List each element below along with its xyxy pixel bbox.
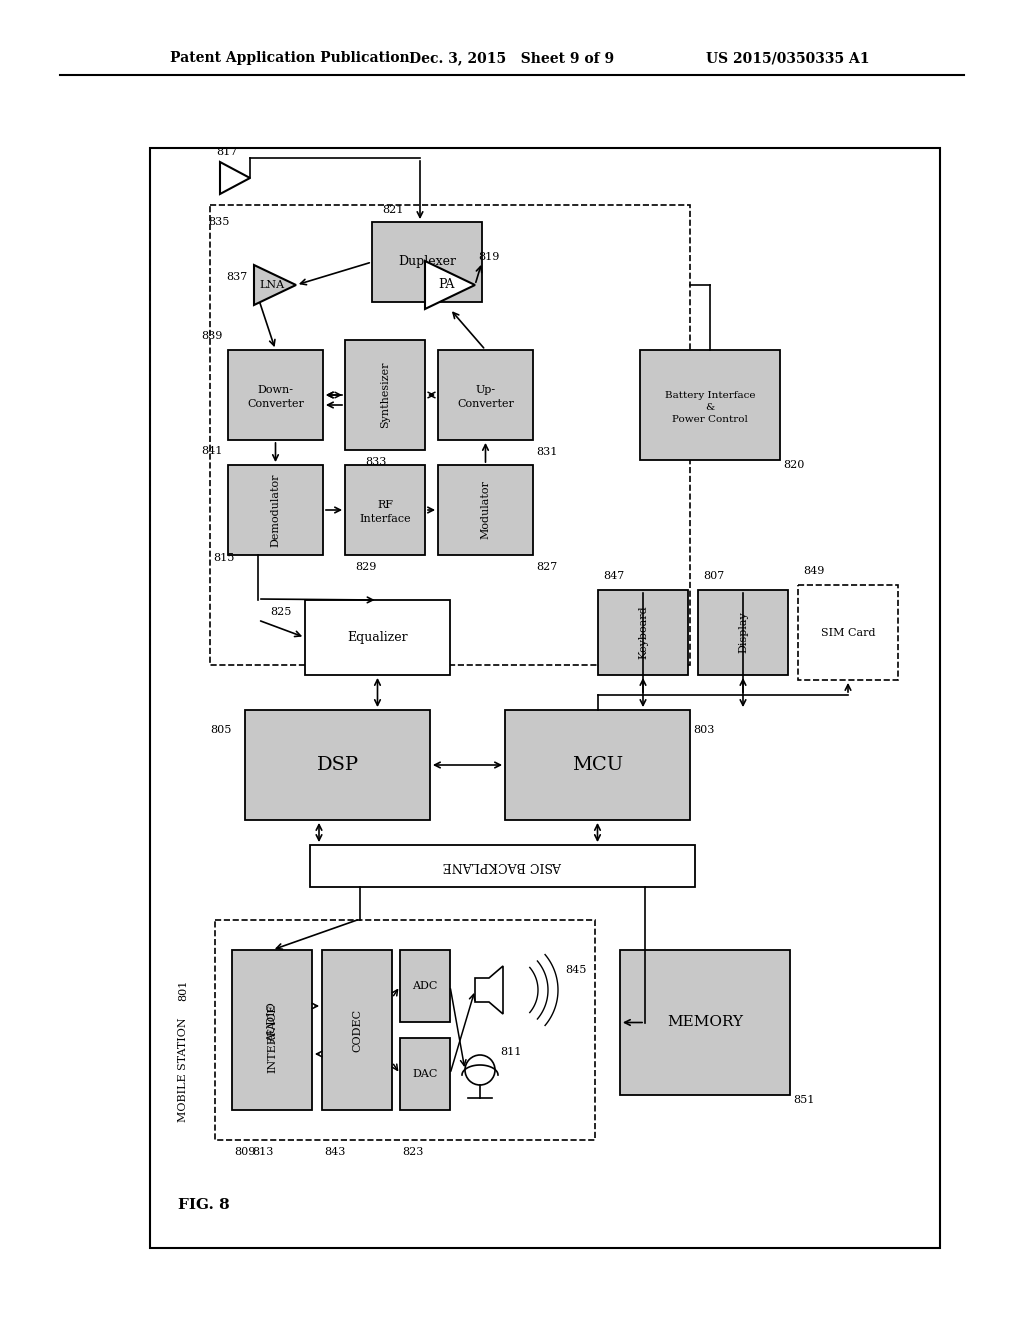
Bar [345, 465, 425, 554]
Text: ADC: ADC [413, 981, 437, 991]
Bar [228, 350, 323, 440]
Text: 847: 847 [603, 572, 625, 581]
Text: 805: 805 [210, 725, 231, 735]
Text: Keyboard: Keyboard [638, 606, 648, 659]
Text: Interface: Interface [359, 513, 411, 524]
Text: 837: 837 [226, 272, 247, 282]
Text: 827: 827 [536, 562, 557, 572]
Bar [232, 950, 312, 1110]
Text: 817: 817 [216, 147, 238, 157]
Text: 801: 801 [178, 979, 188, 1001]
Text: Duplexer: Duplexer [398, 256, 456, 268]
Text: SIM Card: SIM Card [821, 627, 876, 638]
Bar [150, 148, 940, 1247]
Bar [345, 341, 425, 450]
Text: DAC: DAC [413, 1069, 437, 1078]
Text: MEMORY: MEMORY [667, 1015, 743, 1030]
Bar [640, 350, 780, 459]
Text: 849: 849 [803, 566, 824, 576]
Polygon shape [254, 265, 296, 305]
Bar [438, 350, 534, 440]
Text: 851: 851 [793, 1096, 814, 1105]
Text: 845: 845 [565, 965, 587, 975]
Text: ASIC BACKPLANE: ASIC BACKPLANE [442, 859, 562, 873]
Text: 819: 819 [478, 252, 500, 261]
Bar [438, 465, 534, 554]
Bar [305, 601, 450, 675]
Text: Battery Interface: Battery Interface [665, 391, 756, 400]
Text: Dec. 3, 2015   Sheet 9 of 9: Dec. 3, 2015 Sheet 9 of 9 [410, 51, 614, 65]
Text: DSP: DSP [316, 756, 358, 774]
Text: 843: 843 [324, 1147, 345, 1158]
Text: Equalizer: Equalizer [347, 631, 408, 644]
Text: 803: 803 [693, 725, 715, 735]
Text: 813: 813 [252, 1147, 273, 1158]
Bar [598, 590, 688, 675]
Text: Modulator: Modulator [480, 480, 490, 540]
Text: 807: 807 [703, 572, 724, 581]
Polygon shape [425, 261, 475, 309]
Bar [620, 950, 790, 1096]
Bar [310, 845, 695, 887]
Text: 821: 821 [382, 205, 403, 215]
Text: Converter: Converter [457, 399, 514, 409]
Bar [210, 205, 690, 665]
Bar [322, 950, 392, 1110]
Bar [372, 222, 482, 302]
Text: Patent Application Publication: Patent Application Publication [170, 51, 410, 65]
Text: &: & [706, 403, 715, 412]
Text: INTERFACE: INTERFACE [267, 1003, 278, 1073]
Text: 835: 835 [208, 216, 229, 227]
Text: 829: 829 [355, 562, 377, 572]
Bar [245, 710, 430, 820]
Text: Up-: Up- [475, 385, 496, 395]
Bar [228, 465, 323, 554]
Bar [400, 950, 450, 1022]
Bar [400, 1038, 450, 1110]
Text: Converter: Converter [247, 399, 304, 409]
Text: FIG. 8: FIG. 8 [178, 1199, 229, 1212]
Text: Demodulator: Demodulator [270, 474, 281, 546]
Text: 825: 825 [270, 607, 292, 616]
Text: 820: 820 [783, 459, 805, 470]
Text: 823: 823 [402, 1147, 423, 1158]
Text: 839: 839 [202, 331, 223, 341]
Text: MOBILE STATION: MOBILE STATION [178, 1018, 188, 1122]
Bar [505, 710, 690, 820]
Text: Display: Display [738, 611, 748, 653]
Text: Synthesizer: Synthesizer [380, 362, 390, 428]
Text: 809: 809 [234, 1147, 255, 1158]
Text: AUDIO: AUDIO [267, 1002, 278, 1041]
Text: CODEC: CODEC [352, 1008, 362, 1052]
Text: 841: 841 [202, 446, 223, 455]
Text: 815: 815 [213, 553, 234, 564]
Text: 833: 833 [365, 457, 386, 467]
Text: Down-: Down- [257, 385, 294, 395]
Text: 811: 811 [500, 1047, 521, 1057]
Text: Power Control: Power Control [672, 414, 748, 424]
Bar [798, 585, 898, 680]
Bar [698, 590, 788, 675]
Text: MCU: MCU [572, 756, 623, 774]
Bar [215, 920, 595, 1140]
Text: PA: PA [438, 279, 455, 292]
Text: US 2015/0350335 A1: US 2015/0350335 A1 [707, 51, 870, 65]
Text: RF: RF [377, 500, 393, 510]
Text: LNA: LNA [259, 280, 285, 290]
Text: 831: 831 [536, 447, 557, 457]
